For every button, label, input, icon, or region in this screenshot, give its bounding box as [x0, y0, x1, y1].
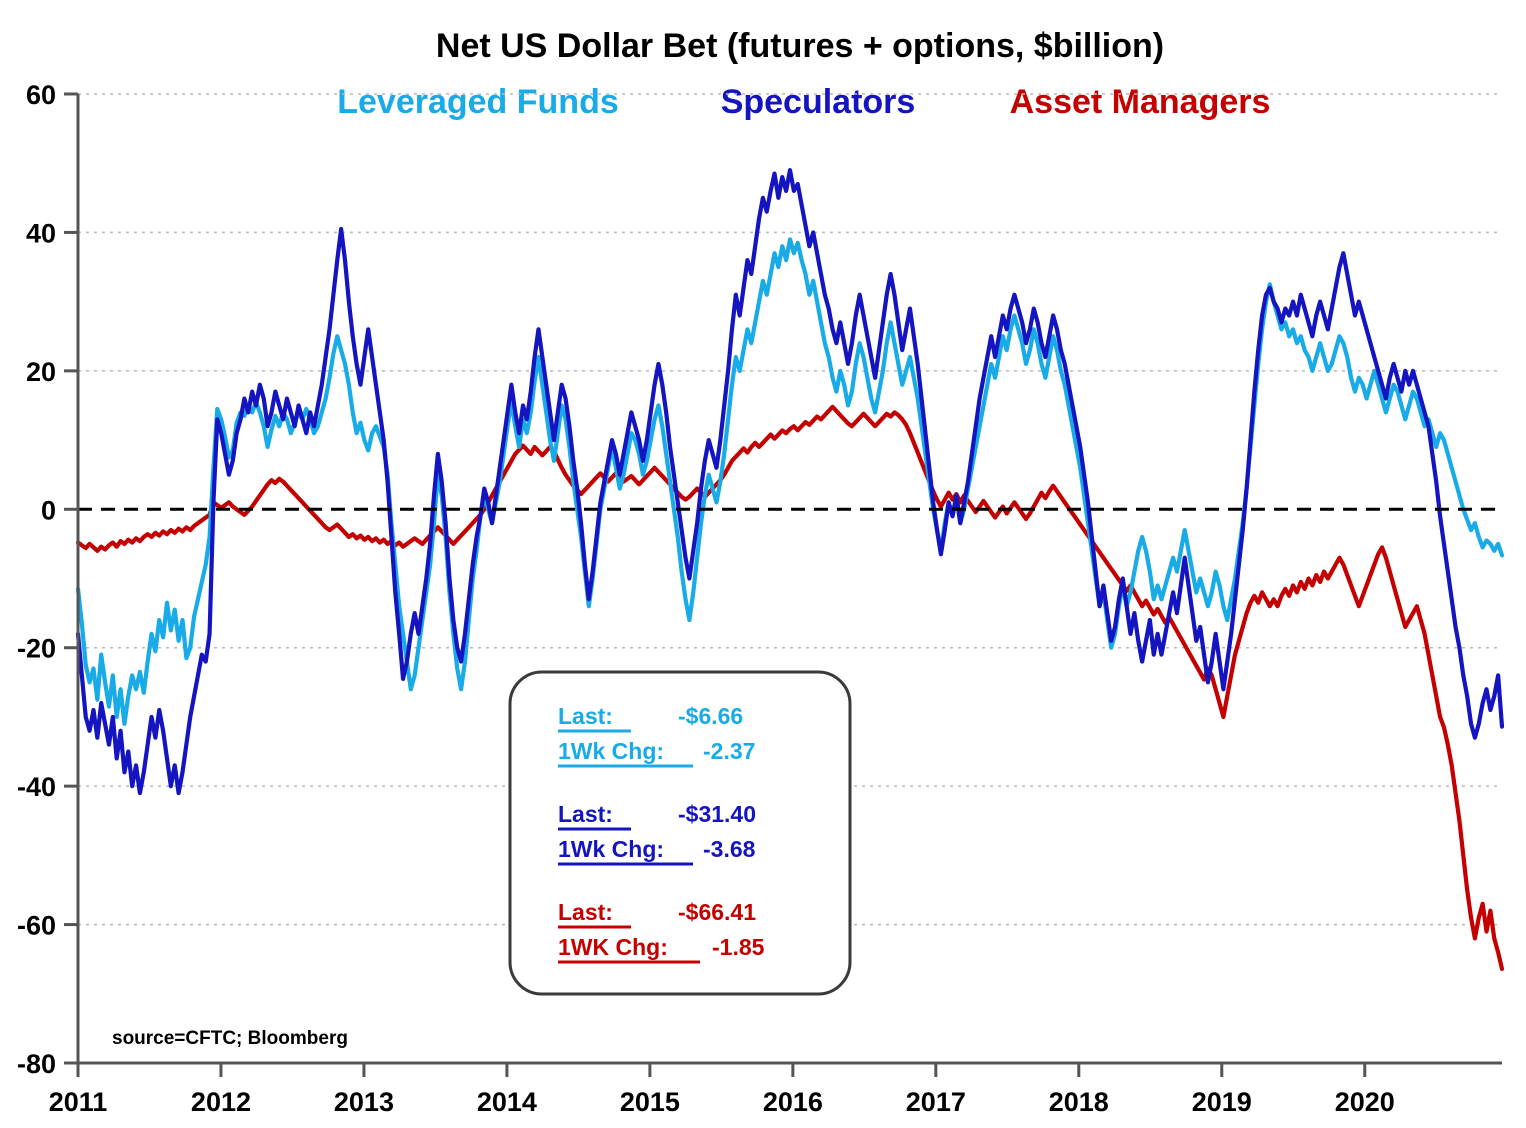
annotation-chg-value-leveraged: -2.37	[703, 738, 755, 764]
y-tick-label: 20	[26, 357, 56, 387]
y-tick-label: -20	[17, 634, 56, 664]
legend-item-speculators: Speculators	[721, 83, 916, 121]
x-tick-label: 2018	[1049, 1087, 1109, 1117]
annotation-last-label-speculators: Last:	[558, 801, 613, 827]
annotation-chg-label-speculators: 1Wk Chg:	[558, 836, 664, 862]
annotation-chg-label-leveraged: 1Wk Chg:	[558, 738, 664, 764]
annotation-last-label-leveraged: Last:	[558, 703, 613, 729]
annotation-last-value-leveraged: -$6.66	[678, 703, 743, 729]
annotation-chg-label-asset-managers: 1WK Chg:	[558, 934, 668, 960]
x-tick-label: 2011	[49, 1087, 108, 1117]
x-tick-label: 2019	[1192, 1087, 1252, 1117]
y-tick-label: -60	[17, 911, 56, 941]
y-tick-label: 0	[41, 495, 56, 525]
legend-item-asset-managers: Asset Managers	[1010, 83, 1271, 121]
x-tick-label: 2015	[620, 1087, 680, 1117]
x-tick-label: 2013	[334, 1087, 394, 1117]
y-tick-label: -40	[17, 772, 56, 802]
annotation-chg-value-speculators: -3.68	[703, 836, 756, 862]
y-tick-label: 60	[26, 80, 56, 110]
y-tick-label: 40	[26, 218, 56, 248]
annotation-last-value-asset-managers: -$66.41	[678, 899, 756, 925]
x-tick-label: 2016	[763, 1087, 823, 1117]
annotation-last-label-asset-managers: Last:	[558, 899, 613, 925]
x-tick-label: 2012	[191, 1087, 251, 1117]
source-note: source=CFTC; Bloomberg	[112, 1028, 348, 1049]
x-tick-label: 2014	[477, 1087, 537, 1117]
annotation-chg-value-asset-managers: -1.85	[712, 934, 765, 960]
annotation-last-value-speculators: -$31.40	[678, 801, 756, 827]
legend: Leveraged Funds Speculators Asset Manage…	[337, 83, 1270, 121]
x-axis-ticks: 2011 2012 2013 2014 2015 2016 2017 2018 2019 2020	[49, 1063, 1395, 1117]
legend-item-leveraged-funds: Leveraged Funds	[337, 83, 619, 121]
series-line-asset-managers	[75, 404, 1505, 972]
series-line-speculators	[75, 168, 1505, 796]
x-tick-label: 2020	[1335, 1087, 1395, 1117]
page-title: Net US Dollar Bet (futures + options, $b…	[436, 27, 1164, 65]
annotation-box: Last: -$6.66 1Wk Chg: -2.37 Last: -$31.4…	[508, 670, 852, 996]
y-tick-label: -80	[17, 1049, 56, 1079]
x-tick-label: 2017	[906, 1087, 966, 1117]
y-axis-ticks: 60 40 20 0 -20 -40 -60 -80	[17, 80, 78, 1079]
annotation-box-frame	[508, 670, 852, 996]
series-layer	[75, 168, 1505, 972]
